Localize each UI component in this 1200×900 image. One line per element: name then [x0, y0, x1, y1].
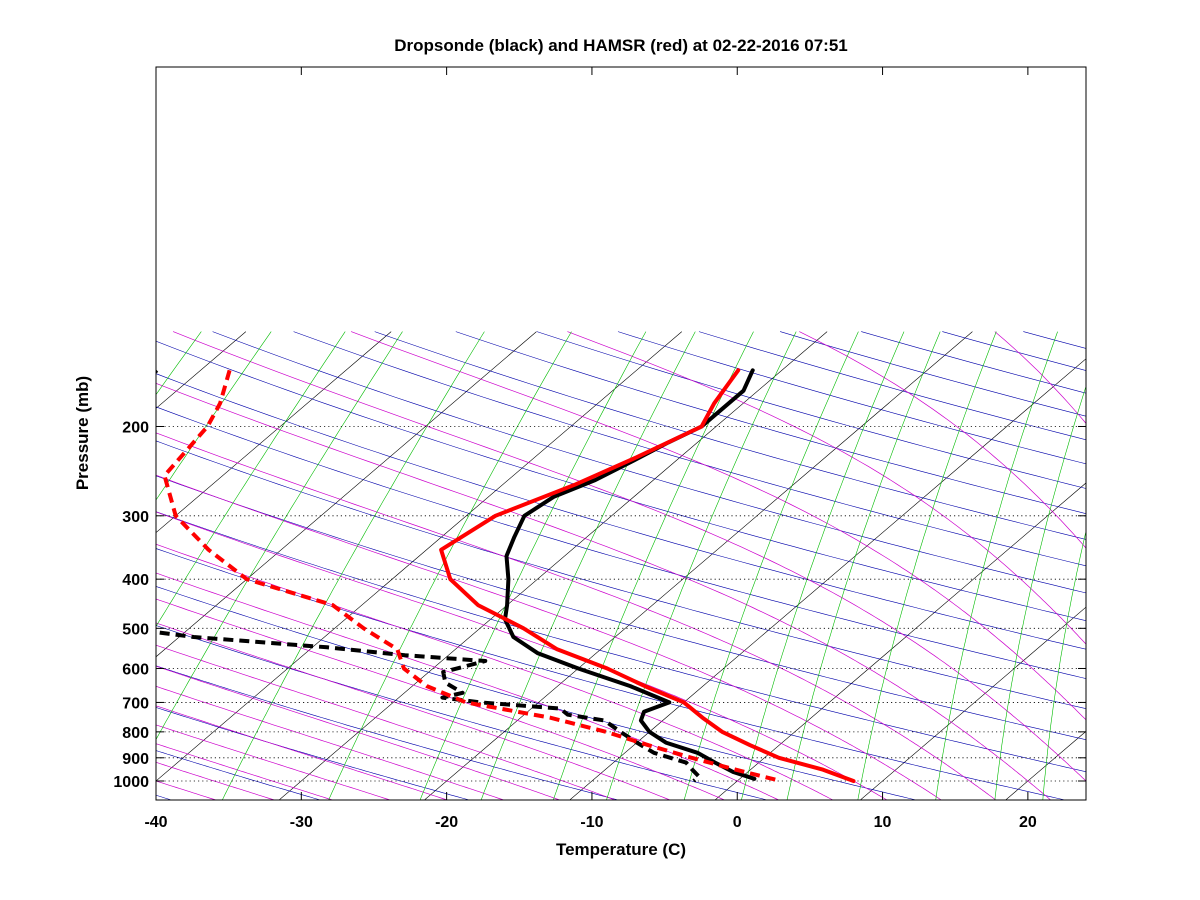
dry-adiabat-line: [156, 406, 1086, 679]
moist-adiabat-line: [156, 743, 334, 800]
moist-adiabat-line: [156, 705, 449, 800]
x-tick-label: -10: [580, 814, 603, 831]
moist-adiabat-line: [156, 685, 505, 800]
y-tick-label: 800: [122, 725, 149, 742]
mixing-ratio-line: [786, 331, 941, 800]
diagram-background-lines: [156, 331, 1086, 800]
moist-adiabat-line: [156, 572, 780, 800]
moist-adiabat-line: [172, 331, 1086, 782]
isotherm-line: [156, 331, 683, 782]
mixing-ratio-line: [1042, 529, 1086, 800]
mixing-ratio-line: [156, 331, 346, 627]
isotherm-line: [156, 331, 392, 533]
dry-adiabat-line: [293, 331, 1086, 567]
moist-adiabat-line: [156, 382, 1052, 800]
mixing-ratio-line: [683, 331, 859, 800]
mixing-ratio-line: [741, 331, 905, 800]
hamsr-temperature-line: [439, 368, 856, 783]
moist-adiabat-line: [350, 331, 1086, 721]
dry-adiabat-line: [212, 331, 1086, 594]
isotherm-line: [156, 331, 537, 658]
isotherm-line: [278, 331, 828, 800]
isotherm-line: [714, 482, 1086, 800]
moist-adiabat-line: [567, 331, 1086, 645]
mixing-ratio-line: [480, 331, 696, 800]
tick-marks: [155, 67, 1086, 800]
moist-adiabat-line: [156, 432, 997, 800]
x-tick-label: 20: [1019, 814, 1037, 831]
mixing-ratio-line: [156, 331, 403, 741]
mixing-ratio-line: [935, 331, 1058, 800]
y-tick-label: 1000: [113, 774, 149, 791]
moist-adiabat-line: [156, 543, 834, 800]
dry-adiabat-line: [156, 707, 471, 800]
y-tick-label: 300: [122, 509, 149, 526]
x-tick-label: -20: [435, 814, 458, 831]
moist-adiabat-line: [156, 474, 942, 800]
dry-adiabat-line: [156, 548, 1067, 800]
dry-adiabat-line: [374, 331, 1086, 540]
mixing-ratio-line: [606, 331, 797, 800]
y-axis-label: Pressure (mb): [73, 376, 92, 490]
y-tick-label: 700: [122, 695, 149, 712]
moist-adiabat-line: [156, 598, 726, 800]
mixing-ratio-line: [221, 331, 485, 800]
sounding-series: [156, 368, 856, 783]
dry-adiabat-line: [156, 750, 322, 800]
moist-adiabat-line: [156, 761, 276, 800]
moist-adiabat-line: [156, 665, 561, 800]
y-tick-label: 600: [122, 661, 149, 678]
mixing-ratio-line: [857, 331, 997, 800]
dry-adiabat-line: [455, 331, 1086, 514]
mixing-ratio-line: [328, 331, 572, 800]
plot-area: [156, 67, 1086, 800]
y-tick-label: 400: [122, 572, 149, 589]
x-tick-label: 10: [874, 814, 892, 831]
isotherm-line: [423, 331, 973, 800]
y-tick-label: 500: [122, 621, 149, 638]
mixing-ratio-line: [994, 385, 1086, 800]
dry-adiabat-line: [156, 665, 620, 800]
chart-title: Dropsonde (black) and HAMSR (red) at 02-…: [394, 36, 847, 55]
x-axis-label: Temperature (C): [556, 840, 686, 859]
isotherm-line: [569, 358, 1086, 800]
plot-frame: [155, 66, 1087, 801]
hamsr-dewpoint-line: [162, 369, 782, 783]
mixing-ratio-line: [419, 331, 647, 800]
x-tick-label: 0: [733, 814, 742, 831]
dry-adiabat-line: [156, 440, 1086, 709]
dry-adiabat-line: [156, 586, 918, 800]
y-tick-labels: 200 300 400 500 600 700 800 900 1000: [113, 419, 149, 791]
dry-adiabat-line: [156, 373, 1086, 650]
moist-adiabat-line: [799, 331, 1086, 549]
x-tick-label: -40: [144, 814, 167, 831]
y-tick-label: 200: [122, 419, 149, 436]
moist-adiabat-line: [156, 724, 392, 800]
y-tick-label: 900: [122, 751, 149, 768]
x-tick-labels: -40 -30 -20 -10 0 10 20: [144, 814, 1036, 831]
dry-adiabat-line: [156, 511, 1086, 773]
moist-adiabat-line: [156, 644, 617, 800]
isotherm-line: [859, 606, 1086, 800]
moist-adiabat-line: [156, 622, 671, 800]
x-tick-label: -30: [290, 814, 313, 831]
dry-adiabat-line: [156, 340, 1086, 622]
